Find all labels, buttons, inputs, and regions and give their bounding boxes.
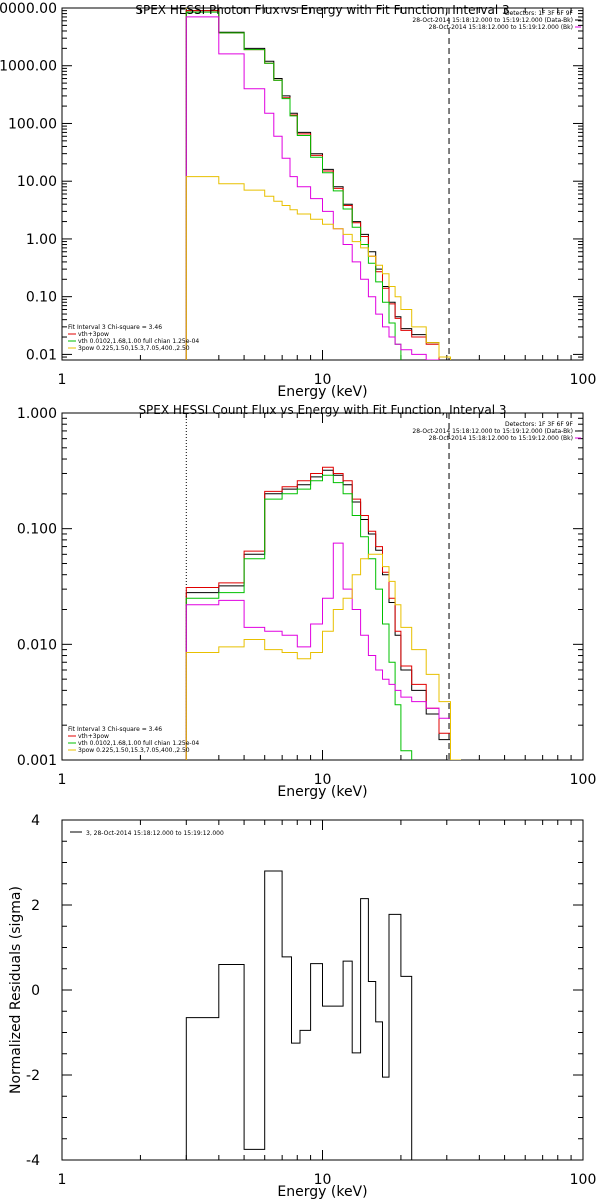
x-axis-label: Energy (keV) <box>277 1184 367 1200</box>
series-3pow-b <box>185 176 451 360</box>
chart-title: SPEX HESSI Photon Flux vs Energy with Fi… <box>135 3 509 17</box>
panel-2 <box>61 412 584 761</box>
panel-3 <box>61 819 584 1161</box>
legend-header-line: 28-Oct-2014 15:18:12.000 to 15:19:12.000… <box>429 435 573 442</box>
legend-fit-line: 3pow 0.225,1.50,15.3,7.05,400.,2.50 <box>78 747 190 754</box>
y-tick-label: 1.000 <box>17 406 57 422</box>
y-tick-label: 0.10 <box>26 290 57 306</box>
y-tick-label: 1000.00 <box>0 59 57 75</box>
legend-fit-line: vth+3pow <box>78 733 109 740</box>
legend-fit-line: vth 0.0102,1.68,1.00 full chian 1.25e-04 <box>78 740 199 747</box>
y-tick-label: 0.010 <box>17 637 57 653</box>
series-3pow <box>185 542 461 760</box>
y-tick-label: 0.001 <box>17 753 57 769</box>
plot-frame <box>61 412 584 761</box>
legend-fit-line: vth 0.0102,1.68,1.00 full chian 1.25e-04 <box>78 338 199 345</box>
x-tick-label: 1 <box>58 1172 67 1188</box>
legend-header-line: Detectors: 1F 3F 6F 9F <box>505 421 574 428</box>
series-3pow <box>185 16 451 360</box>
legend-header-line: 28-Oct-2014 15:18:12.000 to 15:19:12.000… <box>429 24 573 31</box>
legend-fit-line: vth+3pow <box>78 331 109 338</box>
y-tick-label: 10000.00 <box>0 1 57 17</box>
x-tick-label: 10 <box>314 1172 332 1188</box>
series-data <box>185 10 451 360</box>
y-tick-label: -4 <box>26 1153 40 1169</box>
y-tick-label: 1.00 <box>26 232 57 248</box>
y-tick-label: 0 <box>31 983 40 999</box>
series-vth <box>185 474 462 760</box>
legend-fit-line: Fit Interval 3 Chi-square = 3.46 <box>68 324 162 331</box>
legend-label: 3, 28-Oct-2014 15:18:12.000 to 15:19:12.… <box>86 830 224 837</box>
y-tick-label: 2 <box>31 898 40 914</box>
series-3-28-oct-2014-15-18-12-000-to-15-19-12-000 <box>185 870 413 1160</box>
series-data <box>185 469 461 760</box>
x-tick-label: 1 <box>58 372 67 388</box>
x-tick-label: 100 <box>570 1172 597 1188</box>
y-tick-label: -2 <box>26 1068 40 1084</box>
legend-header-line: Detectors: 1F 3F 6F 9F <box>505 10 574 17</box>
chart-title: SPEX HESSI Count Flux vs Energy with Fit… <box>138 403 506 417</box>
legend-header-line: 28-Oct-2014 15:18:12.000 to 15:19:12.000… <box>412 428 573 435</box>
x-tick-label: 10 <box>314 372 332 388</box>
x-tick-label: 100 <box>570 372 597 388</box>
y-tick-label: 0.01 <box>26 347 57 363</box>
series-vth-3pow <box>185 466 461 760</box>
series-vth-3pow <box>185 10 451 360</box>
y-tick-label: 0.100 <box>17 522 57 538</box>
panel-1 <box>61 7 584 361</box>
y-tick-label: 4 <box>31 813 40 829</box>
y-tick-label: 10.00 <box>17 174 57 190</box>
x-tick-label: 1 <box>58 772 67 788</box>
x-axis-label: Energy (keV) <box>277 384 367 400</box>
series-3pow-b <box>185 553 461 760</box>
x-axis-label: Energy (keV) <box>277 784 367 800</box>
x-tick-label: 10 <box>314 772 332 788</box>
series-vth <box>185 11 451 360</box>
legend-header-line: 28-Oct-2014 15:18:12.000 to 15:19:12.000… <box>412 17 573 24</box>
x-tick-label: 100 <box>570 772 597 788</box>
plot-frame <box>61 7 584 361</box>
y-axis-label: Normalized Residuals (sigma) <box>8 886 24 1094</box>
legend-fit-line: Fit Interval 3 Chi-square = 3.46 <box>68 726 162 733</box>
legend-fit-line: 3pow 0.225,1.50,15.3,7.05,400.,2.50 <box>78 345 190 352</box>
y-tick-label: 100.00 <box>8 116 57 132</box>
